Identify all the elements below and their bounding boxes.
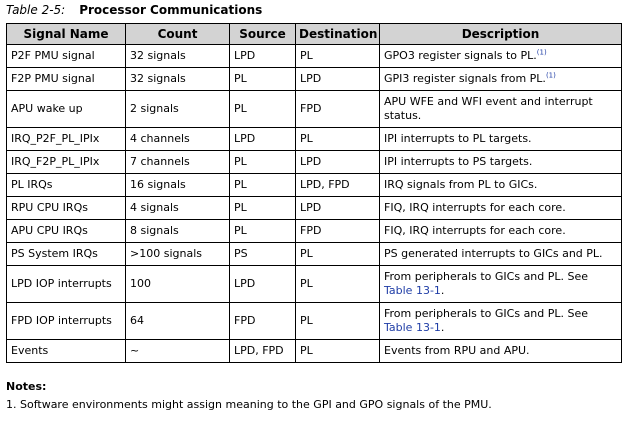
cell-count: 64: [125, 302, 230, 340]
table-number: Table 2-5:: [6, 3, 66, 17]
cell-destination: LPD: [295, 150, 380, 174]
cell-count: >100 signals: [125, 242, 230, 266]
cell-description: From peripherals to GICs and PL. See Tab…: [379, 302, 622, 340]
cell-signal: LPD IOP interrupts: [6, 265, 126, 303]
cell-destination: LPD: [295, 67, 380, 91]
cell-description: FIQ, IRQ interrupts for each core.: [379, 219, 622, 243]
table-row: IRQ_F2P_PL_IPIx 7 channels PL LPD IPI in…: [6, 150, 622, 174]
table-row: RPU CPU IRQs 4 signals PL LPD FIQ, IRQ i…: [6, 196, 622, 220]
cell-source: PL: [229, 196, 296, 220]
table-row: FPD IOP interrupts 64 FPD PL From periph…: [6, 302, 622, 340]
cell-description: IPI interrupts to PS targets.: [379, 150, 622, 174]
description-text: From peripherals to GICs and PL. See: [384, 307, 589, 320]
table-row: Events ~ LPD, FPD PL Events from RPU and…: [6, 339, 622, 363]
header-source: Source: [229, 23, 296, 45]
cell-description: IPI interrupts to PL targets.: [379, 127, 622, 151]
table-row: P2F PMU signal 32 signals LPD PL GPO3 re…: [6, 44, 622, 68]
table-row: APU CPU IRQs 8 signals PL FPD FIQ, IRQ i…: [6, 219, 622, 243]
cell-count: 8 signals: [125, 219, 230, 243]
cell-destination: FPD: [295, 90, 380, 128]
cell-destination: LPD: [295, 196, 380, 220]
cell-signal: FPD IOP interrupts: [6, 302, 126, 340]
cell-count: 32 signals: [125, 67, 230, 91]
cell-count: 2 signals: [125, 90, 230, 128]
cell-signal: PL IRQs: [6, 173, 126, 197]
cell-description: PS generated interrupts to GICs and PL.: [379, 242, 622, 266]
cell-description: GPO3 register signals to PL.(1): [379, 44, 622, 68]
notes-heading: Notes:: [6, 380, 47, 393]
cell-destination: PL: [295, 339, 380, 363]
cell-source: LPD, FPD: [229, 339, 296, 363]
table-row: PL IRQs 16 signals PL LPD, FPD IRQ signa…: [6, 173, 622, 197]
cell-description: GPI3 register signals from PL.(1): [379, 67, 622, 91]
cell-signal: P2F PMU signal: [6, 44, 126, 68]
table-notes: Notes: 1. Software environments might as…: [6, 380, 492, 412]
cell-count: 32 signals: [125, 44, 230, 68]
description-text: GPO3 register signals to PL.: [384, 49, 537, 62]
table-row: LPD IOP interrupts 100 LPD PL From perip…: [6, 265, 622, 303]
cell-signal: APU wake up: [6, 90, 126, 128]
cell-count: 100: [125, 265, 230, 303]
description-text: From peripherals to GICs and PL. See: [384, 270, 589, 283]
table-row: F2P PMU signal 32 signals PL LPD GPI3 re…: [6, 67, 622, 91]
cell-source: PL: [229, 67, 296, 91]
cell-destination: PL: [295, 242, 380, 266]
table-row: PS System IRQs >100 signals PS PL PS gen…: [6, 242, 622, 266]
cell-destination: LPD, FPD: [295, 173, 380, 197]
cell-signal: IRQ_F2P_PL_IPIx: [6, 150, 126, 174]
header-signal-name: Signal Name: [6, 23, 126, 45]
cell-description: Events from RPU and APU.: [379, 339, 622, 363]
cell-source: PL: [229, 219, 296, 243]
cell-count: 16 signals: [125, 173, 230, 197]
table-reference-link[interactable]: Table 13-1: [384, 284, 441, 297]
cell-description: FIQ, IRQ interrupts for each core.: [379, 196, 622, 220]
cell-source: LPD: [229, 44, 296, 68]
cell-count: 7 channels: [125, 150, 230, 174]
table-row: APU wake up 2 signals PL FPD APU WFE and…: [6, 90, 622, 128]
footnote-ref-link[interactable]: (1): [545, 71, 556, 80]
cell-source: PS: [229, 242, 296, 266]
cell-signal: APU CPU IRQs: [6, 219, 126, 243]
cell-source: LPD: [229, 127, 296, 151]
header-count: Count: [125, 23, 230, 45]
cell-source: LPD: [229, 265, 296, 303]
description-period: .: [440, 321, 445, 334]
cell-signal: IRQ_P2F_PL_IPIx: [6, 127, 126, 151]
cell-count: 4 channels: [125, 127, 230, 151]
cell-source: PL: [229, 150, 296, 174]
cell-signal: RPU CPU IRQs: [6, 196, 126, 220]
cell-source: PL: [229, 90, 296, 128]
table-reference-link[interactable]: Table 13-1: [384, 321, 441, 334]
description-period: .: [440, 284, 445, 297]
cell-description: From peripherals to GICs and PL. See Tab…: [379, 265, 622, 303]
header-description: Description: [379, 23, 622, 45]
cell-source: FPD: [229, 302, 296, 340]
cell-description: IRQ signals from PL to GICs.: [379, 173, 622, 197]
header-row: Signal Name Count Source Destination Des…: [6, 23, 622, 45]
table-caption: Table 2-5: Processor Communications: [6, 2, 262, 18]
cell-destination: PL: [295, 44, 380, 68]
cell-signal: PS System IRQs: [6, 242, 126, 266]
cell-signal: Events: [6, 339, 126, 363]
processor-communications-table: Signal Name Count Source Destination Des…: [6, 23, 622, 363]
cell-destination: PL: [295, 127, 380, 151]
note-item: 1. Software environments might assign me…: [6, 398, 492, 411]
cell-source: PL: [229, 173, 296, 197]
cell-count: 4 signals: [125, 196, 230, 220]
cell-description: APU WFE and WFI event and interrupt stat…: [379, 90, 622, 128]
table-title: Processor Communications: [79, 3, 263, 17]
description-text: GPI3 register signals from PL.: [384, 72, 546, 85]
cell-destination: FPD: [295, 219, 380, 243]
footnote-ref-link[interactable]: (1): [536, 48, 547, 57]
table-row: IRQ_P2F_PL_IPIx 4 channels LPD PL IPI in…: [6, 127, 622, 151]
cell-destination: PL: [295, 302, 380, 340]
cell-destination: PL: [295, 265, 380, 303]
cell-count: ~: [125, 339, 230, 363]
cell-signal: F2P PMU signal: [6, 67, 126, 91]
header-destination: Destination: [295, 23, 380, 45]
